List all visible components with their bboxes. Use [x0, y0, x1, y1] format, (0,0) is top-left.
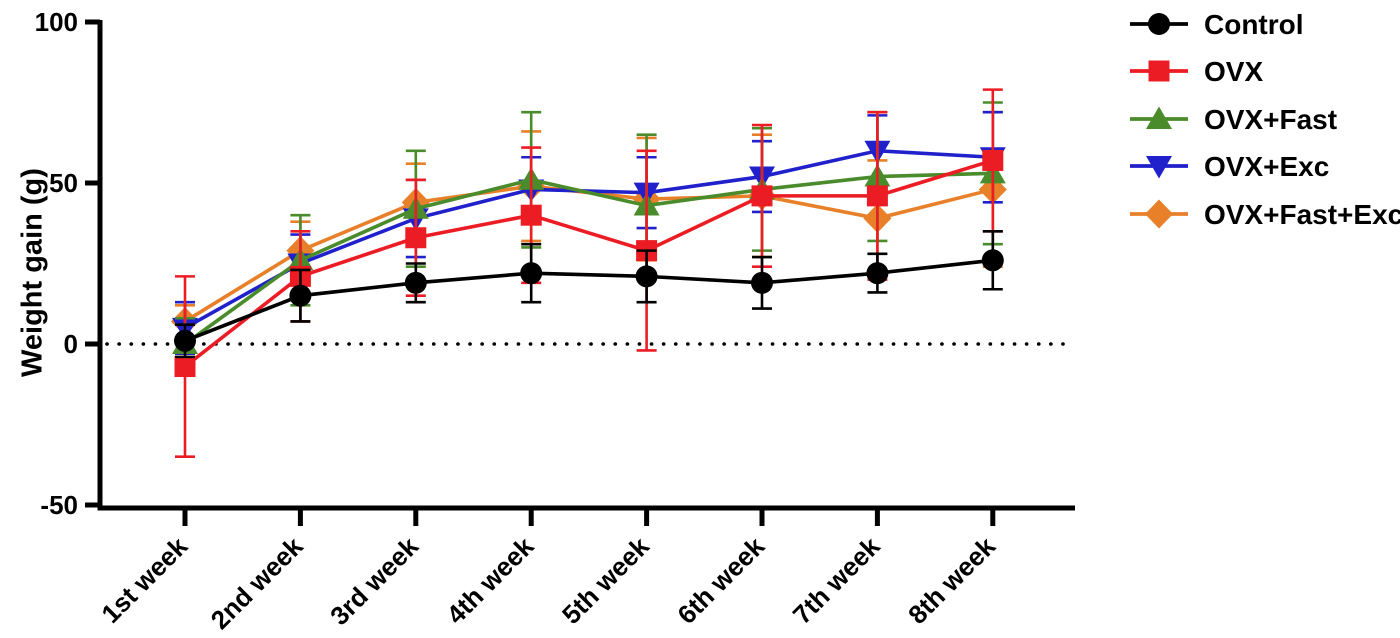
legend-item-ovx-fast-exc: OVX+Fast+Exc — [1127, 191, 1400, 239]
x-tick-label: 1st week — [95, 531, 193, 629]
data-point — [635, 265, 658, 288]
legend-marker-shape — [1146, 106, 1172, 129]
ovx-exc-marker-icon — [1130, 156, 1188, 179]
x-tick-label: 6th week — [671, 531, 770, 630]
legend-marker-shape — [1148, 12, 1170, 35]
data-point — [866, 262, 889, 285]
y-tick-label: 50 — [49, 168, 78, 198]
data-point — [982, 149, 1004, 171]
x-tick-label: 7th week — [787, 531, 886, 630]
legend-marker-shape — [1148, 60, 1170, 82]
y-axis-title: Weight gain (g) — [16, 168, 49, 377]
legend-item-control: Control — [1127, 1, 1400, 49]
x-tick-label: 3rd week — [324, 531, 424, 631]
data-point — [174, 329, 196, 352]
data-point — [520, 204, 542, 226]
legend-label: Control — [1204, 8, 1304, 40]
ovx-marker-icon — [1130, 60, 1188, 82]
data-point — [520, 262, 543, 285]
control-marker-icon — [1130, 12, 1188, 35]
ovx-fast-marker-icon — [1130, 106, 1188, 129]
data-point — [289, 284, 312, 307]
series-control — [174, 230, 1004, 359]
legend-label: OVX+Fast — [1204, 103, 1338, 135]
legend-label: OVX+Exc — [1204, 151, 1330, 183]
data-point — [751, 271, 773, 294]
legend-item-ovx: OVX — [1127, 49, 1400, 97]
y-tick-label: 0 — [64, 329, 78, 359]
data-point — [751, 185, 773, 207]
data-point — [405, 227, 427, 249]
data-point — [174, 356, 196, 378]
y-tick-label: 100 — [35, 7, 78, 37]
series-line — [183, 158, 994, 368]
legend-label: OVX+Fast+Exc — [1204, 198, 1400, 230]
legend: Control OVX OVX+Fast OVX+Exc OVX+Fast+Ex… — [1127, 1, 1400, 239]
ovx-fast-exc-marker-icon — [1130, 199, 1188, 229]
legend-marker-shape — [1145, 199, 1173, 229]
legend-label: OVX — [1204, 56, 1264, 88]
legend-item-ovx-fast: OVX+Fast — [1127, 96, 1400, 144]
x-tick-label: 8th week — [902, 531, 1001, 630]
series-line — [184, 258, 993, 343]
data-point — [404, 271, 427, 294]
y-tick-label: -50 — [40, 490, 78, 520]
x-tick-label: 2nd week — [205, 531, 309, 635]
x-tick-label: 5th week — [556, 531, 655, 630]
data-point — [981, 249, 1004, 272]
legend-marker-shape — [1146, 156, 1172, 179]
legend-item-ovx-exc: OVX+Exc — [1127, 144, 1400, 192]
series-ovx — [174, 88, 1004, 459]
series-line — [183, 171, 993, 346]
x-tick-label: 4th week — [441, 531, 540, 630]
data-point — [866, 185, 888, 207]
